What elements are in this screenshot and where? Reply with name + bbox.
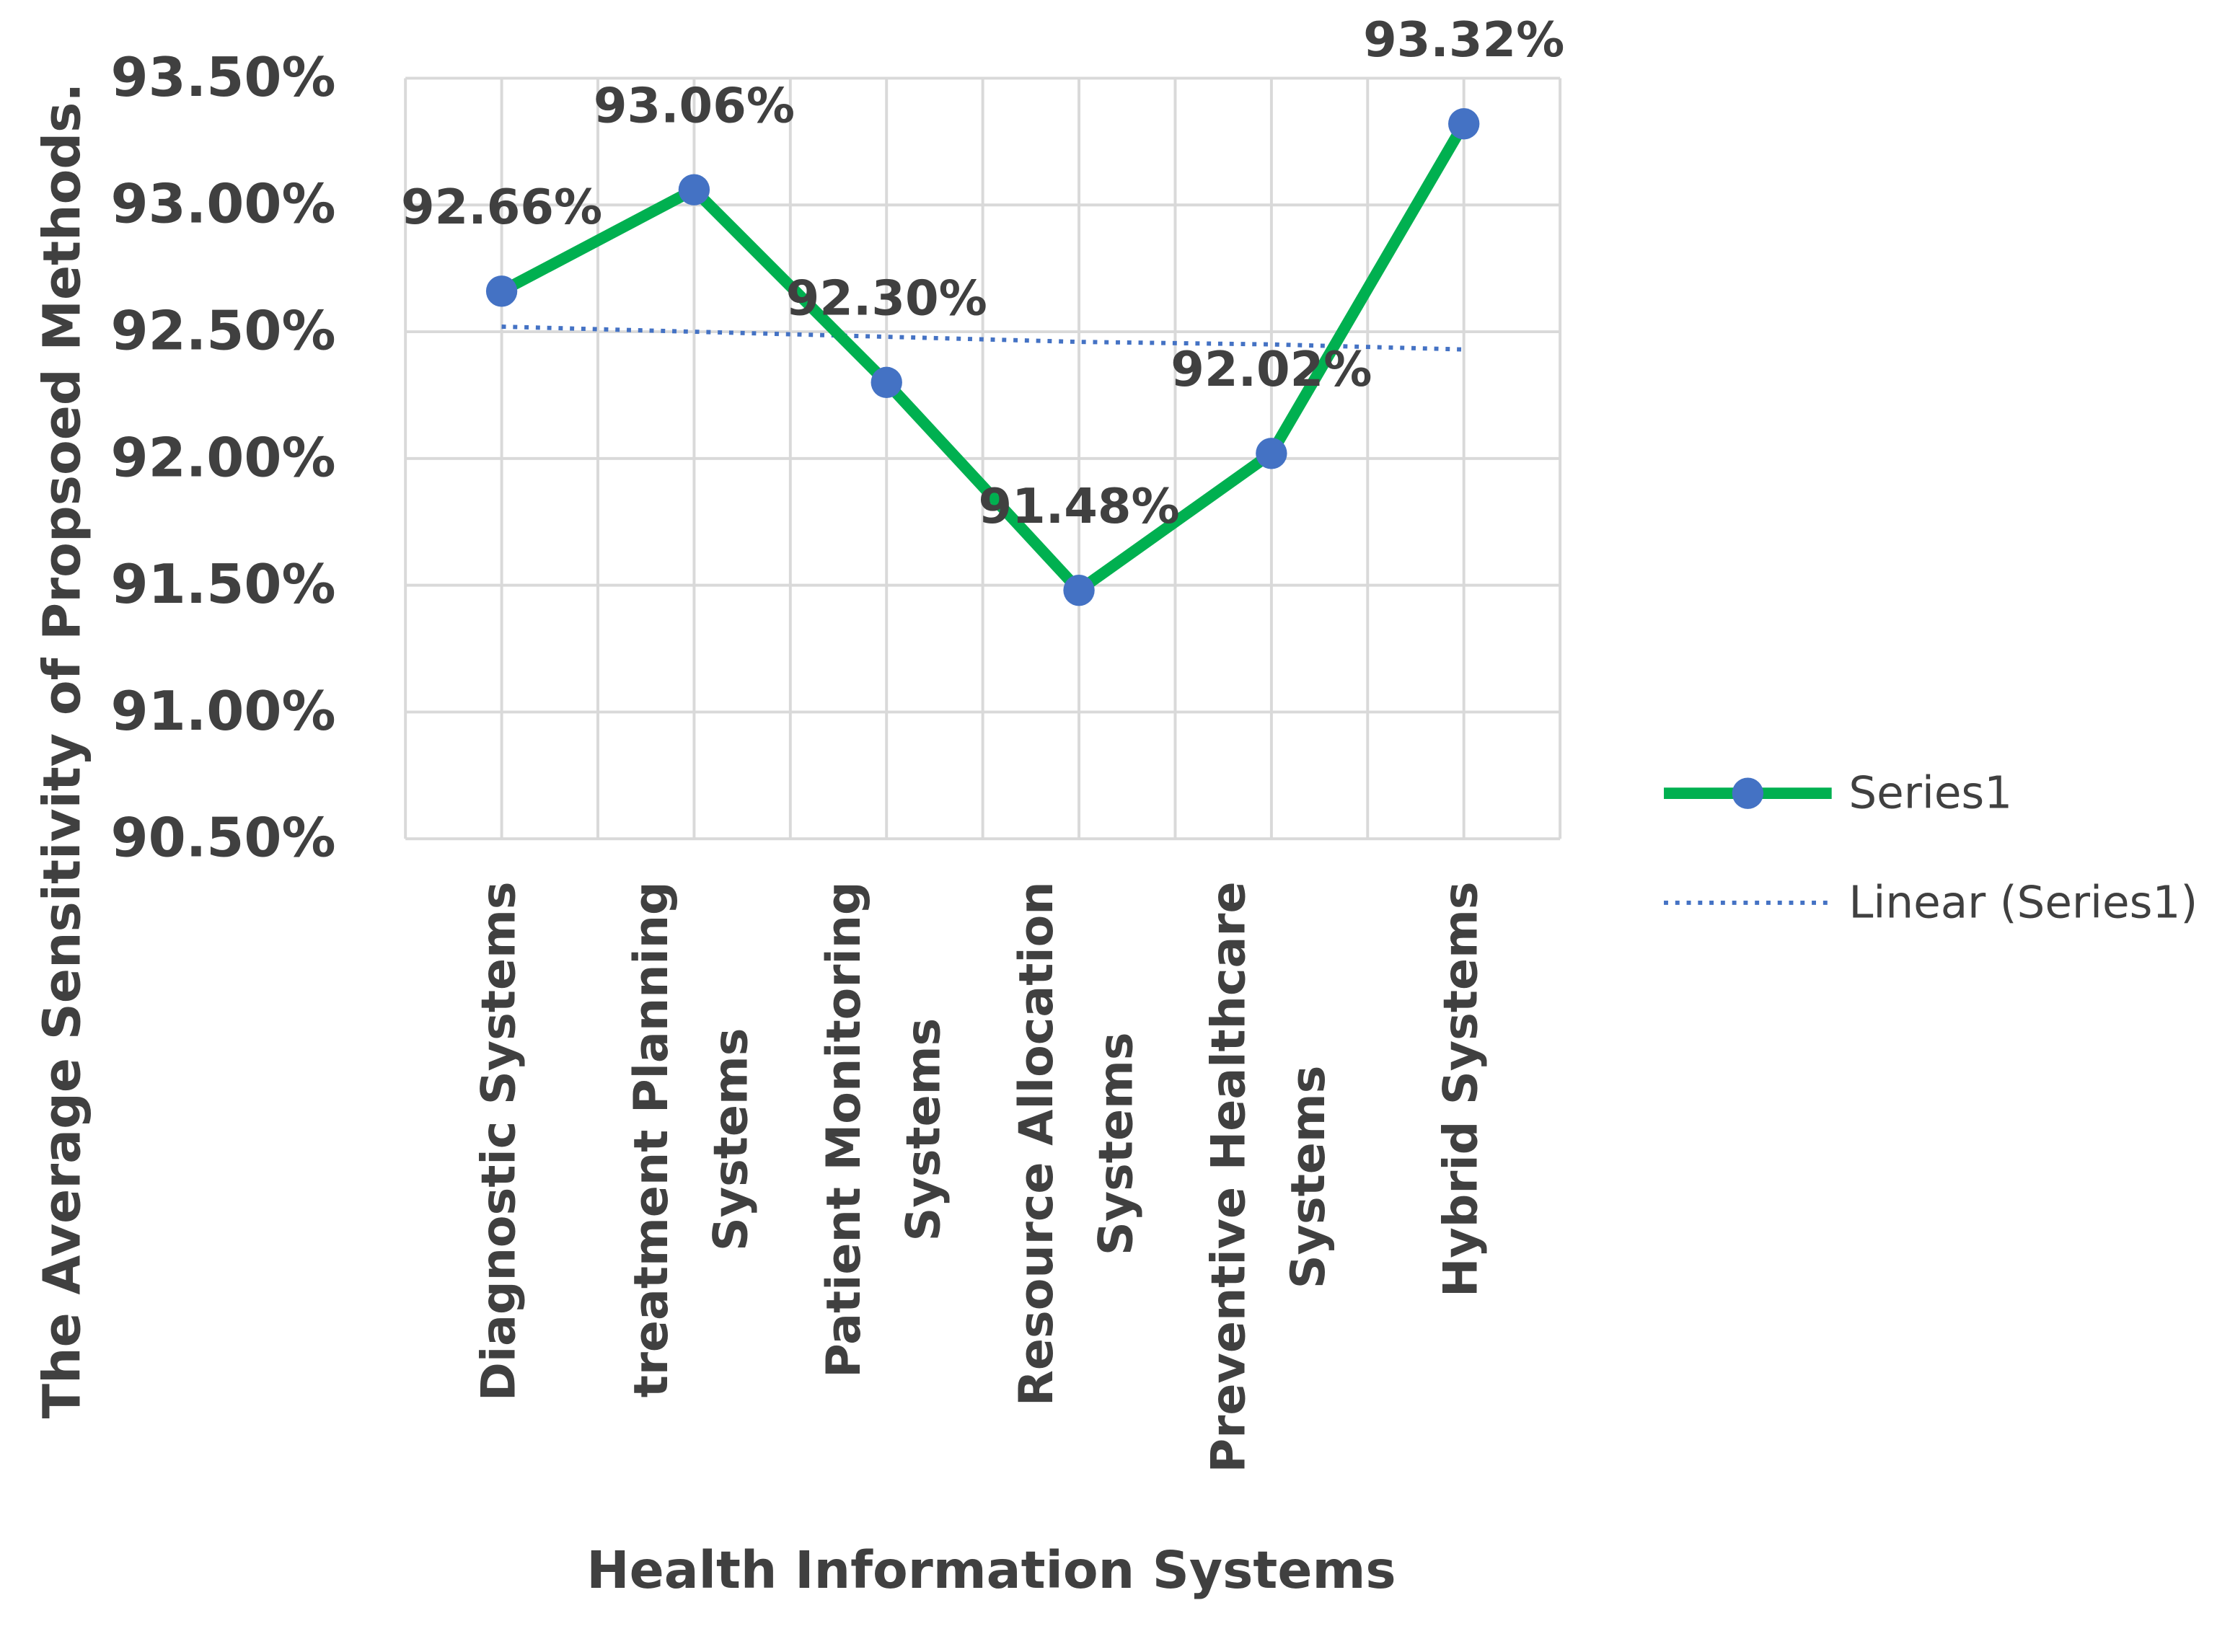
y-tick-label: 93.50%	[111, 45, 336, 109]
x-axis-title: Health Information Systems	[586, 1540, 1396, 1600]
data-label: 92.02%	[1171, 341, 1372, 397]
data-label: 92.66%	[401, 179, 602, 235]
legend-label: Linear (Series1)	[1848, 878, 2198, 929]
data-point	[1256, 438, 1287, 469]
data-point	[1063, 574, 1095, 606]
y-tick-label: 92.50%	[111, 299, 336, 362]
data-label: 91.48%	[978, 478, 1179, 534]
y-tick-label: 92.00%	[111, 425, 336, 489]
y-tick-label: 91.00%	[111, 679, 336, 743]
data-label: 92.30%	[786, 270, 987, 327]
data-point	[485, 275, 518, 307]
legend-label: Series1	[1848, 768, 2012, 819]
x-tick-label: Diagnostic Systems	[472, 881, 526, 1401]
data-point	[1448, 108, 1480, 140]
y-tick-label: 91.50%	[111, 552, 336, 616]
x-tick-label: Preventive Healthcare Systems	[1202, 881, 1336, 1472]
y-tick-label: 93.00%	[111, 172, 336, 236]
data-point	[678, 174, 710, 206]
x-tick-label: Patient Monitoring Systems	[817, 881, 951, 1377]
y-tick-label: 90.50%	[111, 806, 336, 870]
trend-line	[501, 324, 1464, 352]
data-line	[498, 120, 1469, 596]
legend-marker	[1732, 777, 1764, 809]
x-tick-label: Resource Allocation Systems	[1010, 881, 1143, 1406]
data-point	[871, 366, 902, 399]
y-axis-title: The Average Sensitivity of Propsoed Meth…	[32, 83, 92, 1419]
data-label: 93.32%	[1363, 12, 1564, 68]
x-tick-label: Hybrid Systems	[1434, 881, 1489, 1297]
data-label: 93.06%	[594, 77, 795, 133]
x-tick-label: treatment Planning Systems	[625, 881, 758, 1397]
